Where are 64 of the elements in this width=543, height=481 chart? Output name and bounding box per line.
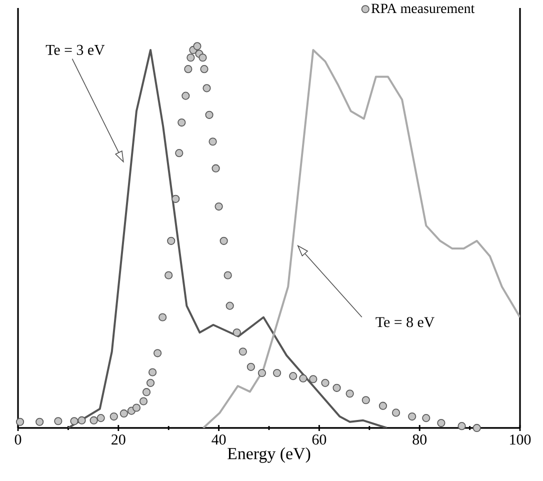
x-tick-label: 60 <box>312 434 326 445</box>
point <box>54 417 62 426</box>
point <box>378 402 388 410</box>
point <box>154 349 162 358</box>
point <box>70 417 78 426</box>
point <box>164 271 173 280</box>
point <box>346 390 354 398</box>
point <box>172 194 180 203</box>
point <box>200 65 208 74</box>
point <box>392 408 400 417</box>
x-tick-label: 80 <box>412 434 427 445</box>
point <box>258 368 266 378</box>
point <box>226 302 234 310</box>
point <box>158 313 167 322</box>
point <box>36 418 44 426</box>
point <box>178 118 186 127</box>
point <box>16 418 24 426</box>
point <box>238 348 247 356</box>
point <box>205 110 214 119</box>
point <box>139 397 148 406</box>
point <box>472 424 481 432</box>
point <box>78 416 86 424</box>
point <box>186 54 195 62</box>
annotation: Te = 3 eV <box>46 44 105 56</box>
point <box>408 412 416 421</box>
point <box>110 412 118 421</box>
point <box>198 54 207 62</box>
point <box>272 368 282 378</box>
point <box>193 42 202 50</box>
x-tick-label: 40 <box>212 434 226 445</box>
point <box>90 416 98 424</box>
point <box>132 404 141 412</box>
point <box>148 368 157 376</box>
point <box>232 328 241 337</box>
point <box>220 236 228 245</box>
point <box>437 418 446 428</box>
point <box>184 65 192 74</box>
x-tick-label: 0 <box>14 434 22 445</box>
point <box>212 164 220 172</box>
point <box>167 236 176 245</box>
x-tick-label: 100 <box>510 434 531 445</box>
point <box>458 422 466 430</box>
point <box>202 84 211 92</box>
annotation: Te = 8 eV <box>376 317 435 328</box>
point <box>175 149 184 158</box>
point <box>214 202 223 211</box>
point <box>321 378 330 387</box>
point <box>289 372 298 380</box>
x-axis-title: Energy (eV) <box>228 447 310 463</box>
point <box>208 138 217 146</box>
legend-label: RPA measurement <box>371 4 475 14</box>
point <box>182 92 190 100</box>
point <box>146 378 155 387</box>
point <box>246 362 255 371</box>
point <box>299 374 308 382</box>
x-tick-label: 20 <box>112 434 126 445</box>
point <box>224 271 232 280</box>
point <box>422 414 430 422</box>
point <box>120 409 128 418</box>
point <box>96 414 105 422</box>
point <box>332 384 341 392</box>
point <box>142 388 151 396</box>
point <box>309 375 318 384</box>
point <box>362 396 370 404</box>
